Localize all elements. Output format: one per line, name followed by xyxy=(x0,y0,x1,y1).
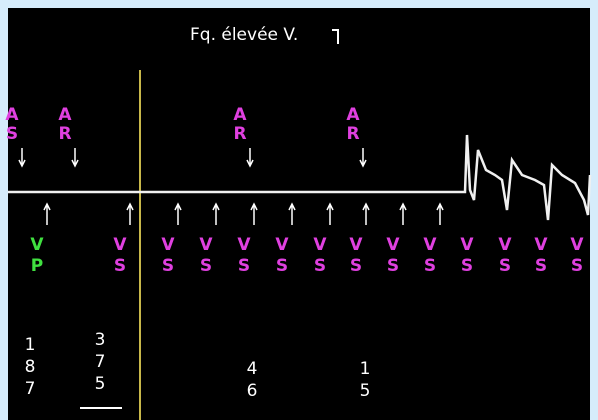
device-screen: Fq. élevée V. AS AR AR AR VP VS VS VS VS VS VS VS VS… xyxy=(0,0,598,420)
screen-title: Fq. élevée V. xyxy=(190,25,298,45)
